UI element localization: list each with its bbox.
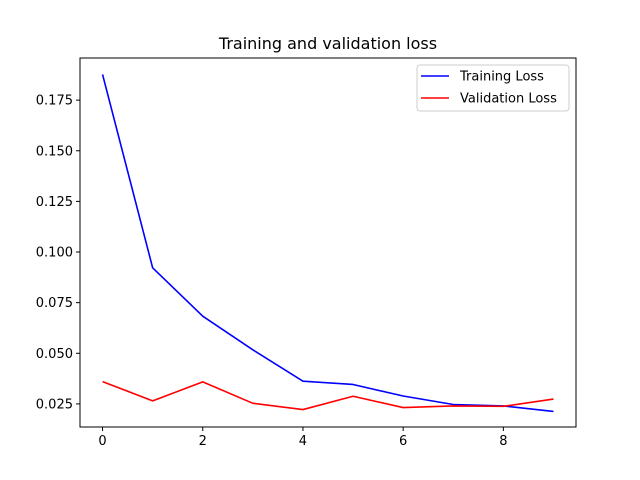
y-tick-label: 0.050 (36, 347, 73, 362)
legend-box (416, 64, 570, 112)
y-tick-label: 0.125 (36, 195, 73, 210)
plot-area (79, 57, 577, 428)
legend: Training Loss Validation Loss (416, 64, 570, 112)
y-tick-label: 0.175 (36, 94, 73, 109)
y-tick-label: 0.100 (36, 246, 73, 261)
validation-loss-line (102, 380, 554, 411)
x-tick-label: 6 (399, 434, 407, 449)
x-tick-label: 4 (299, 434, 307, 449)
plot-frame (79, 57, 577, 428)
x-axis: 0 2 4 6 8 (98, 427, 507, 449)
training-loss-line (101, 74, 554, 413)
y-axis: 0.025 0.050 0.075 0.100 0.125 0.150 0.175 (36, 94, 80, 412)
y-tick-label: 0.150 (36, 144, 73, 159)
x-tick-label: 0 (98, 434, 106, 449)
chart-title: Training and validation loss (218, 34, 437, 53)
series-layer (101, 74, 554, 413)
training-loss-legend-label: Training Loss (459, 70, 544, 85)
validation-loss-legend-label: Validation Loss (460, 92, 557, 107)
x-tick-label: 2 (199, 434, 207, 449)
y-tick-label: 0.075 (36, 296, 73, 311)
y-tick-label: 0.025 (36, 397, 73, 412)
x-tick-label: 8 (499, 434, 507, 449)
